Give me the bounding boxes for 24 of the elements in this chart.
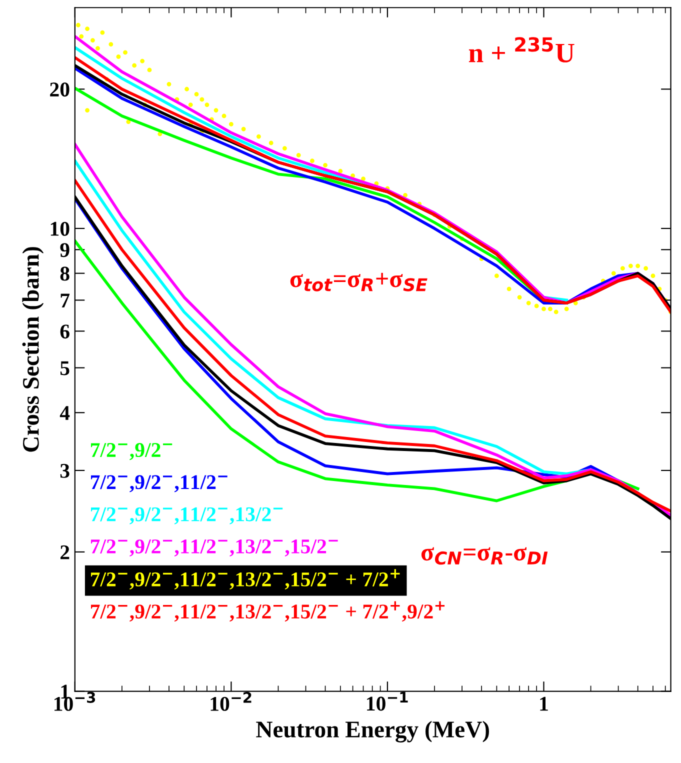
x-tick-label: 10$^{−2}$ [210, 692, 252, 711]
text: 7/2$^{−}$,9/2$^{−}$,11/2$^{−}$ [91, 475, 228, 492]
x-tick-label: 10$^{−1}$ [367, 692, 408, 711]
y-tick-label: 2 [60, 545, 70, 560]
y-tick-label: 6 [60, 324, 70, 339]
annotation: σ$_{tot}$=σ$_{R}$+σ$_{SE}$ [290, 272, 428, 292]
y-tick-label: 7 [60, 294, 70, 308]
y-tick-label: 8 [60, 266, 70, 281]
y-tick-label: 9 [60, 243, 70, 258]
annotation: σ$_{CN}$=σ$_{R}$-σ$_{DI}$ [421, 547, 548, 565]
text: 7/2$^{−}$,9/2$^{−}$,11/2$^{−}$,13/2$^{−}$,15/2$^{−}$ [91, 539, 338, 556]
text: 7/2$^{−}$,9/2$^{−}$,11/2$^{−}$,13/2$^{−}$,15/2$^{−}$ + 7/2$^{+}$,9/2$^{+}$ [91, 601, 445, 622]
text: 7/2$^{−}$,9/2$^{−}$,11/2$^{−}$,13/2$^{−}$ [91, 507, 283, 524]
y-tick-label: 4 [60, 406, 70, 420]
y-axis-title: Cross Section (barn) [22, 247, 44, 452]
text: 7/2$^{−}$,9/2$^{−}$ [91, 443, 172, 460]
y-tick-label: 10 [50, 222, 70, 236]
y-tick-label: 3 [60, 464, 70, 478]
annotation: n + $^{235}$U [468, 37, 574, 62]
y-tick-label: 20 [50, 82, 70, 97]
x-tick-label: 1 [540, 696, 548, 711]
x-axis-title: Neutron Energy (MeV) [256, 720, 489, 742]
text: 7/2$^{−}$,9/2$^{−}$,11/2$^{−}$,13/2$^{−}$,15/2$^{−}$ + 7/2$^{+}$ [91, 569, 400, 590]
y-tick-label: 5 [60, 361, 70, 376]
